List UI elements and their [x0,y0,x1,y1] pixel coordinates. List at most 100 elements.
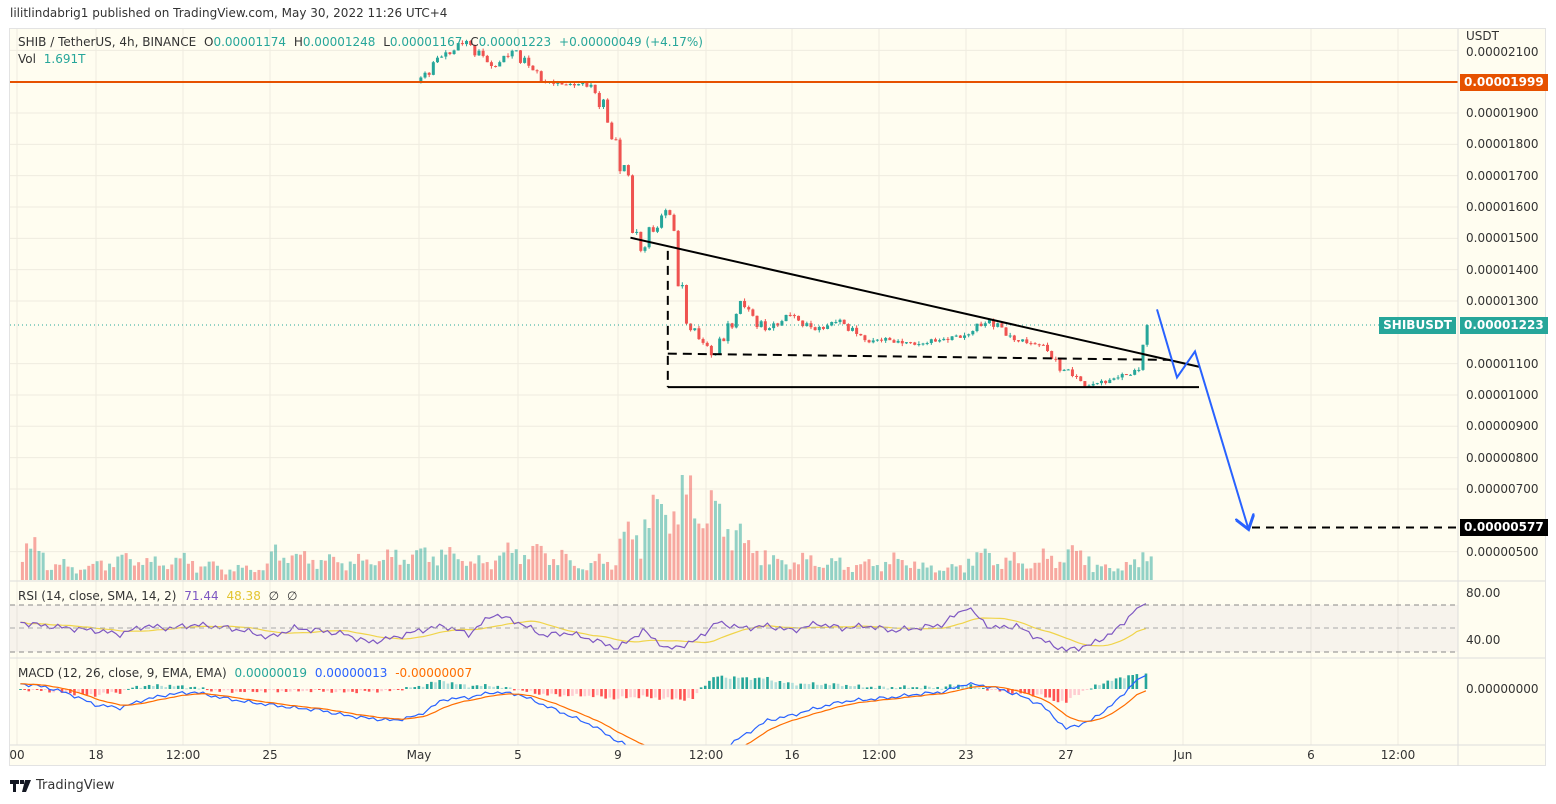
candle-body [502,55,506,63]
macd-histogram-bar [193,686,197,689]
macd-histogram-bar [782,682,786,689]
candle-body [1116,377,1120,379]
volume-bar [593,561,597,580]
candle-body [693,328,697,331]
macd-histogram-bar [733,676,736,689]
candle-body [1137,369,1141,371]
macd-histogram-bar [683,689,686,701]
macd-histogram-bar [650,689,653,699]
candle-body [672,214,676,231]
candle-body [680,285,684,287]
macd-histogram-bar [786,682,790,689]
macd-histogram-bar [1081,689,1085,691]
volume-bar [523,555,527,580]
volume-bar [639,558,643,580]
candle-body [577,84,581,86]
candle-body [784,314,788,322]
volume-bar [62,558,66,580]
macd-histogram-bar [778,680,782,689]
candle-body [726,323,730,342]
candle-body [506,55,510,57]
symbol-name[interactable]: SHIB / TetherUS, 4h, BINANCE [18,35,197,49]
price-tick: 0.00000900 [1466,419,1539,434]
candle-body [875,339,879,341]
macd-histogram-bar [587,689,591,696]
macd-histogram-bar [799,683,802,689]
candle-body [647,227,651,248]
macd-histogram-bar [579,689,583,697]
candle-body [572,84,576,86]
candle-body [448,52,452,54]
candle-body [1025,339,1029,344]
price-tick: 0.00001400 [1466,262,1539,277]
macd-histogram-bar [612,689,616,700]
candle-body [631,175,635,233]
time-label: 9 [614,748,622,762]
candle-body [423,72,427,78]
volume-bar [220,569,224,580]
volume-bar [298,554,302,580]
volume-bar [178,558,182,580]
volume-bar [448,547,452,580]
volume-bar [859,564,863,580]
volume-bar [817,566,821,580]
macd-histogram-bar [463,684,466,689]
volume-bar [1045,558,1049,580]
volume-bar [245,565,248,580]
macd-histogram-bar [716,676,719,689]
macd-histogram-bar [305,689,309,691]
macd-histogram-bar [185,688,188,690]
macd-histogram-bar [56,689,60,691]
candle-body [1104,380,1108,384]
volume-bar [601,563,605,580]
volume-bar [79,569,82,580]
price-tick: 0.00000500 [1466,544,1539,559]
volume-bar [29,548,33,580]
macd-histogram-bar [342,689,346,693]
macd-histogram-bar [882,686,885,689]
macd-histogram-bar [699,687,703,689]
macd-histogram-bar [147,684,151,689]
macd-histogram-bar [965,685,968,689]
macd-histogram-bar [135,685,138,689]
macd-histogram-bar [533,689,537,694]
macd-histogram-bar [645,689,649,697]
volume-bar [705,523,709,580]
macd-histogram-bar [425,684,429,689]
volume-bar [772,555,776,580]
macd-histogram-bar [878,685,881,689]
candle-body [776,323,780,326]
candle-body [954,335,958,337]
macd-histogram-bar [641,689,645,696]
candle-body [900,340,904,344]
candle-body [440,56,444,58]
resistance-price-badge: 0.00001999 [1460,74,1548,91]
candle-body [1012,335,1016,341]
candle-body [539,71,543,82]
volume-bar [419,548,423,580]
macd-label[interactable]: MACD (12, 26, close, 9, EMA, EMA) [18,666,227,680]
volume-bar [249,569,253,580]
macd-histogram-bar [114,689,118,693]
candle-body [635,231,639,233]
macd-histogram-bar [363,689,367,691]
volume-bar [228,569,232,580]
volume-bar [74,573,78,580]
macd-histogram-bar [513,689,516,691]
candle-body [813,327,817,331]
volume-bar [796,564,800,580]
volume-bar [792,562,796,580]
tradingview-logo[interactable]: TradingView [10,778,115,793]
macd-histogram-bar [396,689,400,690]
rsi-label[interactable]: RSI (14, close, SMA, 14, 2) [18,589,177,603]
vol-value: 1.691T [43,52,86,66]
candle-body [967,334,971,336]
volume-bar [738,523,742,580]
candle-body [896,340,900,343]
candle-body [643,247,647,251]
volume-bar [581,569,585,580]
volume-bar [162,565,165,580]
volume-bar [124,553,128,580]
macd-histogram-bar [828,685,832,689]
